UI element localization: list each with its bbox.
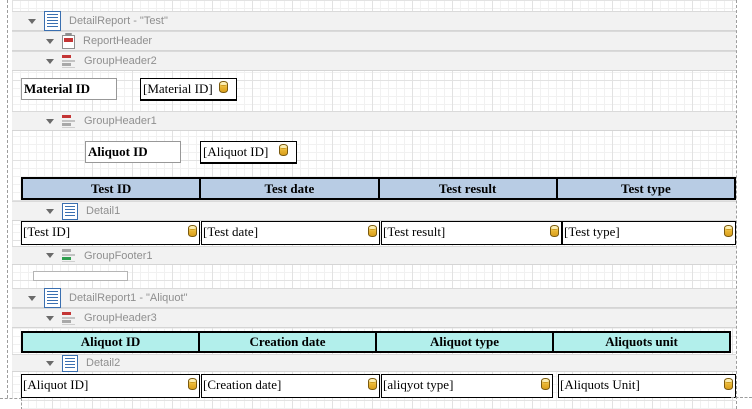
test-id-field-cell[interactable]: [Test ID]	[21, 221, 200, 245]
band-label: DetailReport - "Test"	[69, 15, 168, 27]
field-expression: [Test type]	[564, 224, 620, 239]
collapse-triangle-icon[interactable]	[46, 38, 54, 44]
group-footer-band-icon	[62, 249, 76, 262]
band-header-detailreport-test[interactable]: DetailReport - "Test"	[12, 11, 736, 31]
field-expression: [Aliquots Unit]	[560, 377, 640, 392]
test-type-field-cell[interactable]: [Test type]	[562, 221, 736, 245]
field-expression: [Aliquot ID]	[203, 144, 269, 159]
aliquot-id-field-cell[interactable]: [Aliquot ID]	[21, 374, 200, 398]
material-id-field[interactable]: [Material ID]	[140, 78, 237, 101]
aliquot-header-cell[interactable]: Aliquots unit	[552, 333, 729, 351]
database-field-icon[interactable]	[279, 144, 288, 156]
test-header-cell[interactable]: Test type	[555, 179, 734, 198]
band-label: DetailReport1 - "Aliquot"	[69, 292, 188, 304]
group-header-band-icon	[62, 54, 76, 68]
band-label: Detail2	[86, 357, 121, 369]
database-field-icon[interactable]	[724, 225, 733, 237]
band-header-reportheader[interactable]: ReportHeader	[12, 31, 736, 51]
band-header-detailreport1-aliquot[interactable]: DetailReport1 - "Aliquot"	[12, 288, 736, 308]
aliquot-header-cell[interactable]: Creation date	[198, 333, 375, 351]
database-field-icon[interactable]	[188, 225, 197, 237]
test-header-cell[interactable]: Test ID	[23, 179, 200, 198]
collapse-triangle-icon[interactable]	[28, 295, 36, 301]
database-field-icon[interactable]	[550, 225, 559, 237]
aliquot-header-cell[interactable]: Aliquot type	[375, 333, 552, 351]
page-margin-bottom-left-guide	[0, 398, 22, 409]
band-header-groupfooter1[interactable]: GroupFooter1	[12, 246, 736, 265]
field-expression: [Material ID]	[143, 81, 213, 96]
detail-report-band-icon	[44, 11, 61, 31]
field-expression: [Test ID]	[23, 224, 71, 239]
aliquot-table-header-row: Aliquot ID Creation date Aliquot type Al…	[21, 331, 731, 353]
report-header-band-icon	[62, 33, 75, 49]
test-header-cell[interactable]: Test date	[199, 179, 378, 198]
band-header-detail1[interactable]: Detail1	[12, 201, 736, 221]
band-label: ReportHeader	[83, 35, 153, 47]
aliquot-id-field[interactable]: [Aliquot ID]	[200, 141, 297, 164]
creation-date-field-cell[interactable]: [Creation date]	[201, 374, 380, 398]
page-margin-bottom-right-guide	[731, 397, 752, 398]
band-label: GroupHeader2	[84, 55, 157, 67]
database-field-icon[interactable]	[368, 378, 377, 390]
database-field-icon[interactable]	[541, 378, 550, 390]
band-label: Detail1	[86, 205, 121, 217]
field-expression: [Test date]	[203, 224, 259, 239]
aliquot-id-label[interactable]: Aliquot ID	[85, 141, 181, 163]
collapse-triangle-icon[interactable]	[46, 58, 54, 64]
band-label: GroupHeader1	[84, 115, 157, 127]
group-header-band-icon	[62, 311, 76, 325]
group-footer-empty-box[interactable]	[33, 271, 128, 281]
collapse-triangle-icon[interactable]	[46, 360, 54, 366]
field-expression: [aliqyot type]	[383, 377, 454, 392]
database-field-icon[interactable]	[188, 378, 197, 390]
aliquot-type-field-cell[interactable]: [aliqyot type]	[381, 374, 553, 398]
database-field-icon[interactable]	[724, 378, 733, 390]
field-expression: [Creation date]	[203, 377, 282, 392]
field-expression: [Test result]	[383, 224, 446, 239]
collapse-triangle-icon[interactable]	[46, 208, 54, 214]
band-header-groupheader2[interactable]: GroupHeader2	[12, 51, 736, 71]
field-expression: [Aliquot ID]	[23, 377, 89, 392]
detail-band-icon	[62, 354, 78, 372]
detail-report-band-icon	[44, 288, 61, 308]
database-field-icon[interactable]	[368, 225, 377, 237]
collapse-triangle-icon[interactable]	[46, 253, 54, 258]
band-header-groupheader3[interactable]: GroupHeader3	[12, 308, 736, 328]
band-label: GroupFooter1	[84, 249, 153, 262]
collapse-triangle-icon[interactable]	[46, 315, 54, 321]
band-header-groupheader1[interactable]: GroupHeader1	[12, 111, 736, 131]
collapse-triangle-icon[interactable]	[28, 18, 36, 24]
test-date-field-cell[interactable]: [Test date]	[201, 221, 380, 245]
detail-band-icon	[62, 202, 78, 220]
page-margin-right-guide	[736, 0, 737, 409]
test-header-cell[interactable]: Test result	[377, 179, 556, 198]
test-result-field-cell[interactable]: [Test result]	[381, 221, 562, 245]
page-margin-left-guide	[7, 0, 8, 398]
group-header-band-icon	[62, 114, 76, 128]
aliquots-unit-field-cell[interactable]: [Aliquots Unit]	[558, 374, 736, 398]
database-field-icon[interactable]	[219, 81, 228, 93]
collapse-triangle-icon[interactable]	[46, 118, 54, 124]
band-header-detail2[interactable]: Detail2	[12, 354, 736, 372]
material-id-label[interactable]: Material ID	[21, 78, 117, 100]
aliquot-header-cell[interactable]: Aliquot ID	[23, 333, 198, 351]
test-table-header-row: Test ID Test date Test result Test type	[21, 177, 736, 200]
band-label: GroupHeader3	[84, 312, 157, 324]
